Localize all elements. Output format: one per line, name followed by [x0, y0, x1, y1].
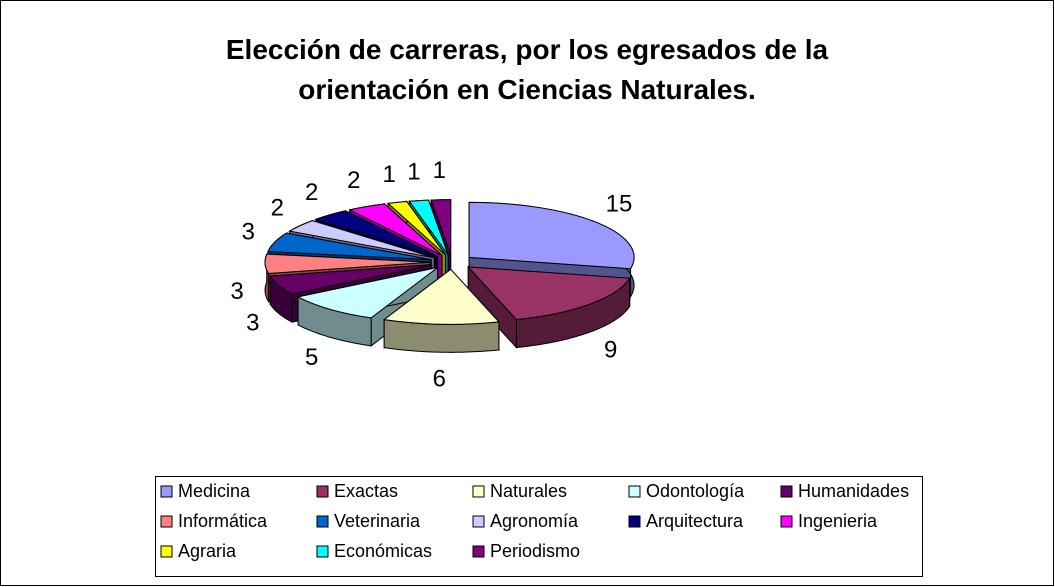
legend-swatch — [472, 545, 485, 558]
legend-label: Agronomía — [490, 511, 579, 531]
slice-top — [267, 232, 432, 261]
legend-label: Económicas — [334, 541, 432, 561]
chart-title: Elección de carreras, por los egresados … — [225, 34, 829, 105]
data-label: 3 — [230, 278, 243, 305]
slice-top — [314, 210, 438, 257]
slice-top — [382, 268, 500, 325]
legend-swatch — [628, 515, 641, 528]
slice-top — [430, 199, 452, 255]
legend-label: Arquitectura — [646, 511, 744, 531]
data-label: 5 — [305, 344, 318, 371]
slice-top — [468, 201, 635, 270]
legend-swatch — [628, 485, 641, 498]
legend-label: Exactas — [334, 481, 398, 501]
slice-top — [386, 201, 446, 256]
slice-top — [408, 199, 449, 256]
data-label: 2 — [305, 179, 318, 206]
data-label: 2 — [347, 167, 360, 194]
legend-label: Odontología — [646, 481, 745, 501]
slice-top — [348, 203, 443, 256]
slice-top — [296, 267, 438, 319]
legend-swatch — [472, 485, 485, 498]
data-label: 3 — [242, 218, 255, 245]
legend-swatch — [316, 485, 329, 498]
data-label: 1 — [383, 161, 396, 188]
data-label: 1 — [407, 158, 420, 185]
slice-top — [264, 253, 431, 275]
legend-swatch — [316, 545, 329, 558]
pie-slice — [467, 265, 631, 349]
data-label: 15 — [606, 190, 633, 217]
slice-top — [269, 264, 432, 295]
legend-swatch — [316, 515, 329, 528]
legend-label: Periodismo — [490, 541, 580, 561]
data-label: 1 — [433, 157, 446, 184]
legend-label: Medicina — [178, 481, 251, 501]
legend-swatch — [780, 485, 793, 498]
legend-label: Veterinaria — [334, 511, 421, 531]
legend-swatch — [472, 515, 485, 528]
legend-label: Informática — [178, 511, 268, 531]
data-label: 9 — [604, 336, 617, 363]
data-label: 3 — [246, 309, 259, 336]
slice-top — [467, 266, 631, 321]
legend-swatch — [160, 515, 173, 528]
data-label: 2 — [271, 195, 284, 222]
legend-label: Naturales — [490, 481, 567, 501]
legend-box — [155, 476, 923, 577]
data-label: 6 — [433, 366, 446, 393]
slice-top — [288, 220, 435, 259]
legend-swatch — [780, 515, 793, 528]
legend-swatch — [160, 545, 173, 558]
legend-label: Humanidades — [798, 481, 909, 501]
legend-swatch — [160, 485, 173, 498]
pie-slice — [382, 268, 500, 353]
legend-label: Agraria — [178, 541, 237, 561]
legend-label: Ingenieria — [798, 511, 878, 531]
